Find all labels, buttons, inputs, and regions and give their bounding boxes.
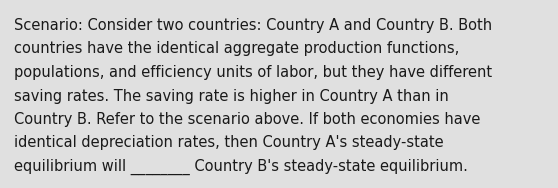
- Text: countries have the identical aggregate production functions,: countries have the identical aggregate p…: [14, 42, 459, 57]
- Text: saving rates. The saving rate is higher in Country A than in: saving rates. The saving rate is higher …: [14, 89, 449, 104]
- Text: Scenario: Consider two countries: Country A and Country B. Both: Scenario: Consider two countries: Countr…: [14, 18, 492, 33]
- Text: Country B. Refer to the scenario above. If both economies have: Country B. Refer to the scenario above. …: [14, 112, 480, 127]
- Text: equilibrium will ________ Country B's steady-state equilibrium.: equilibrium will ________ Country B's st…: [14, 159, 468, 175]
- Text: populations, and efficiency units of labor, but they have different: populations, and efficiency units of lab…: [14, 65, 492, 80]
- Text: identical depreciation rates, then Country A's steady-state: identical depreciation rates, then Count…: [14, 136, 444, 151]
